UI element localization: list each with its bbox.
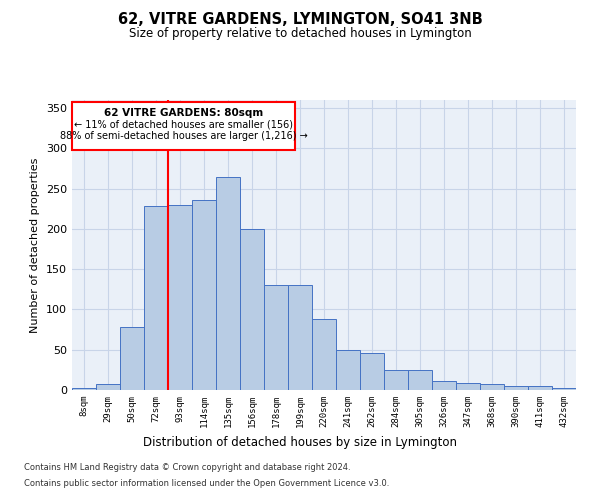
Y-axis label: Number of detached properties: Number of detached properties (31, 158, 40, 332)
Bar (432, 381, 456, 390)
Bar (480, 384, 504, 390)
Bar (240, 229, 264, 390)
Bar (336, 350, 360, 390)
Bar (456, 383, 480, 390)
Bar (504, 386, 528, 390)
Text: Size of property relative to detached houses in Lymington: Size of property relative to detached ho… (128, 28, 472, 40)
Bar (120, 327, 144, 390)
Bar (360, 353, 384, 390)
Text: 88% of semi-detached houses are larger (1,216) →: 88% of semi-detached houses are larger (… (60, 130, 307, 140)
Bar (96, 384, 120, 390)
Bar (192, 200, 216, 390)
Text: Contains public sector information licensed under the Open Government Licence v3: Contains public sector information licen… (24, 478, 389, 488)
Bar (216, 176, 240, 390)
Bar (72, 388, 96, 390)
Bar (264, 286, 288, 390)
Bar (384, 370, 408, 390)
Bar (168, 204, 192, 390)
Bar (144, 206, 168, 390)
Text: ← 11% of detached houses are smaller (156): ← 11% of detached houses are smaller (15… (74, 120, 293, 130)
Text: 62 VITRE GARDENS: 80sqm: 62 VITRE GARDENS: 80sqm (104, 108, 263, 118)
Bar (288, 286, 312, 390)
Bar (408, 370, 432, 390)
Text: Contains HM Land Registry data © Crown copyright and database right 2024.: Contains HM Land Registry data © Crown c… (24, 464, 350, 472)
Text: 62, VITRE GARDENS, LYMINGTON, SO41 3NB: 62, VITRE GARDENS, LYMINGTON, SO41 3NB (118, 12, 482, 28)
Bar (312, 319, 336, 390)
Bar (552, 388, 576, 390)
Text: Distribution of detached houses by size in Lymington: Distribution of detached houses by size … (143, 436, 457, 449)
FancyBboxPatch shape (72, 102, 295, 150)
Bar (528, 386, 552, 390)
